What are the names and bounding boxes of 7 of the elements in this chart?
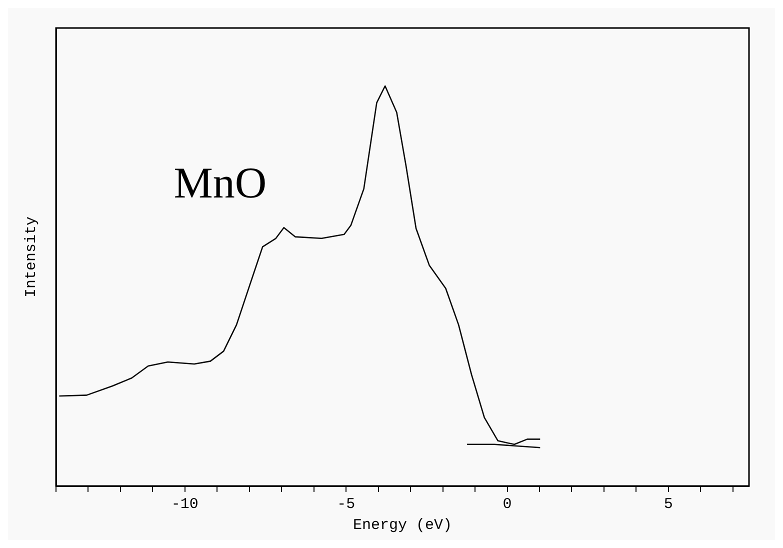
x-tick-label: 0 — [502, 496, 512, 513]
y-axis-title: Intensity — [22, 216, 40, 298]
x-tick-label: -10 — [171, 496, 198, 513]
x-axis-title: Energy (eV) — [352, 516, 452, 534]
annotation: MnO — [174, 158, 267, 208]
x-tick-label: -5 — [337, 496, 356, 513]
x-tick-label: 5 — [664, 496, 673, 513]
